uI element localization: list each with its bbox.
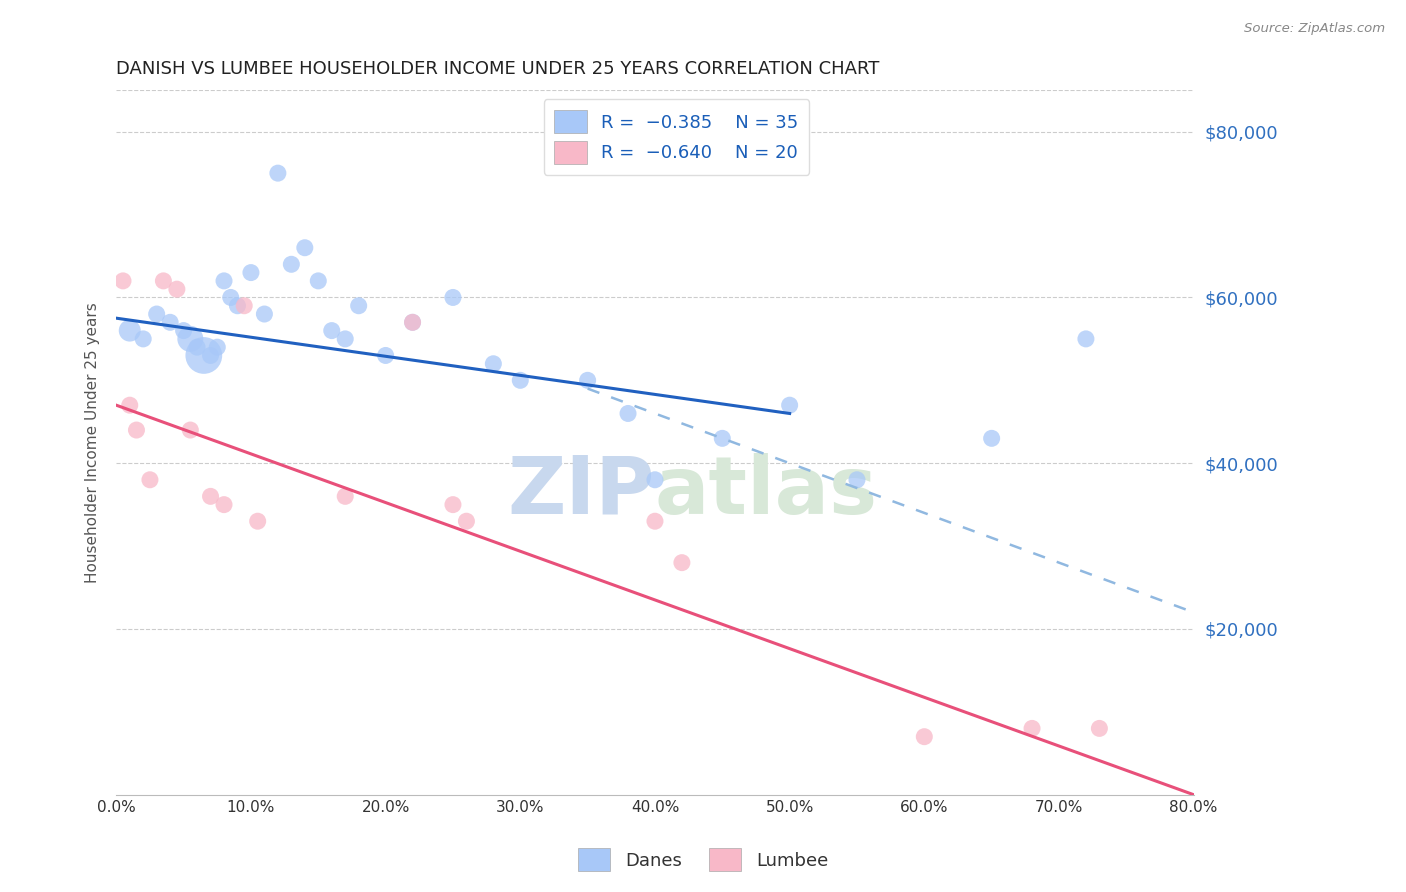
Point bbox=[441, 498, 464, 512]
Point bbox=[246, 514, 269, 528]
Point bbox=[193, 349, 215, 363]
Point bbox=[912, 730, 935, 744]
Point bbox=[779, 398, 801, 412]
Point bbox=[179, 423, 201, 437]
Point bbox=[980, 431, 1002, 445]
Point bbox=[173, 324, 195, 338]
Point bbox=[159, 315, 181, 329]
Point bbox=[253, 307, 276, 321]
Point bbox=[212, 274, 235, 288]
Point bbox=[509, 373, 531, 387]
Text: DANISH VS LUMBEE HOUSEHOLDER INCOME UNDER 25 YEARS CORRELATION CHART: DANISH VS LUMBEE HOUSEHOLDER INCOME UNDE… bbox=[117, 60, 880, 78]
Point bbox=[280, 257, 302, 271]
Point bbox=[644, 514, 666, 528]
Point bbox=[846, 473, 869, 487]
Point bbox=[401, 315, 423, 329]
Point bbox=[139, 473, 162, 487]
Point bbox=[307, 274, 329, 288]
Point bbox=[111, 274, 134, 288]
Legend: R =  −0.385    N = 35, R =  −0.640    N = 20: R = −0.385 N = 35, R = −0.640 N = 20 bbox=[544, 99, 810, 175]
Point bbox=[441, 290, 464, 304]
Point bbox=[118, 398, 141, 412]
Point bbox=[233, 299, 256, 313]
Point bbox=[456, 514, 478, 528]
Point bbox=[294, 241, 316, 255]
Point bbox=[1021, 722, 1043, 736]
Text: atlas: atlas bbox=[655, 453, 879, 531]
Point bbox=[1088, 722, 1111, 736]
Point bbox=[335, 489, 357, 503]
Point bbox=[671, 556, 693, 570]
Text: Source: ZipAtlas.com: Source: ZipAtlas.com bbox=[1244, 22, 1385, 36]
Point bbox=[239, 266, 262, 280]
Point bbox=[200, 349, 222, 363]
Point bbox=[644, 473, 666, 487]
Point bbox=[226, 299, 249, 313]
Point bbox=[401, 315, 423, 329]
Point bbox=[267, 166, 290, 180]
Legend: Danes, Lumbee: Danes, Lumbee bbox=[571, 841, 835, 879]
Point bbox=[321, 324, 343, 338]
Point bbox=[482, 357, 505, 371]
Point bbox=[711, 431, 734, 445]
Point bbox=[617, 407, 640, 421]
Point bbox=[212, 498, 235, 512]
Point bbox=[186, 340, 208, 354]
Point bbox=[335, 332, 357, 346]
Point bbox=[152, 274, 174, 288]
Point bbox=[132, 332, 155, 346]
Point bbox=[576, 373, 599, 387]
Point bbox=[166, 282, 188, 296]
Y-axis label: Householder Income Under 25 years: Householder Income Under 25 years bbox=[86, 302, 100, 582]
Point bbox=[118, 324, 141, 338]
Point bbox=[347, 299, 370, 313]
Point bbox=[219, 290, 242, 304]
Text: ZIP: ZIP bbox=[508, 453, 655, 531]
Point bbox=[145, 307, 167, 321]
Point bbox=[125, 423, 148, 437]
Point bbox=[1074, 332, 1097, 346]
Point bbox=[200, 489, 222, 503]
Point bbox=[179, 332, 201, 346]
Point bbox=[207, 340, 229, 354]
Point bbox=[374, 349, 396, 363]
